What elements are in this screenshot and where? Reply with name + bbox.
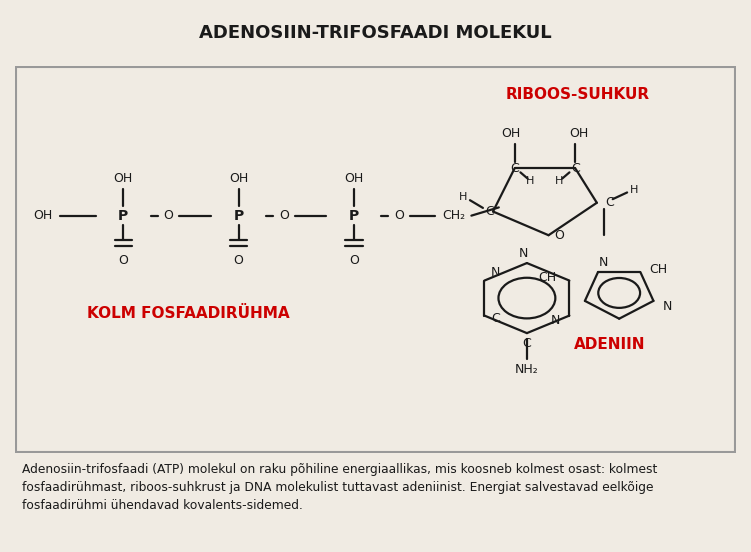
Text: OH: OH xyxy=(502,127,520,140)
Text: CH: CH xyxy=(650,263,668,276)
Text: CH₂: CH₂ xyxy=(442,209,465,222)
Text: C: C xyxy=(485,205,494,218)
Text: C: C xyxy=(510,162,519,175)
Text: N: N xyxy=(519,247,528,261)
Text: C: C xyxy=(491,312,499,325)
Text: P: P xyxy=(348,209,359,222)
Text: CH: CH xyxy=(538,272,556,284)
Text: H: H xyxy=(459,192,467,202)
Text: O: O xyxy=(349,254,359,268)
Text: C: C xyxy=(571,162,580,175)
Text: N: N xyxy=(599,256,608,269)
Text: H: H xyxy=(526,176,535,186)
Text: O: O xyxy=(554,229,564,242)
Text: O: O xyxy=(118,254,128,268)
Text: O: O xyxy=(394,209,404,222)
Text: ADENOSIIN-TRIFOSFAADI MOLEKUL: ADENOSIIN-TRIFOSFAADI MOLEKUL xyxy=(199,24,552,42)
Text: N: N xyxy=(663,300,673,312)
Text: OH: OH xyxy=(569,127,589,140)
Text: H: H xyxy=(555,176,563,186)
Text: O: O xyxy=(279,209,289,222)
Text: Adenosiin-trifosfaadi (ATP) molekul on raku põhiline energiaallikas, mis koosneb: Adenosiin-trifosfaadi (ATP) molekul on r… xyxy=(23,463,658,512)
Text: O: O xyxy=(234,254,243,268)
Text: N: N xyxy=(550,314,559,327)
Text: P: P xyxy=(234,209,243,222)
Text: O: O xyxy=(164,209,173,222)
Text: C: C xyxy=(605,197,614,209)
Text: C: C xyxy=(523,337,531,350)
Text: OH: OH xyxy=(344,172,363,185)
Text: KOLM FOSFAADIRÜHMA: KOLM FOSFAADIRÜHMA xyxy=(86,306,289,321)
Text: N: N xyxy=(490,266,500,279)
Text: ADENIIN: ADENIIN xyxy=(574,337,646,352)
Text: OH: OH xyxy=(229,172,248,185)
Text: OH: OH xyxy=(33,209,52,222)
Text: P: P xyxy=(118,209,128,222)
Text: OH: OH xyxy=(113,172,133,185)
Text: NH₂: NH₂ xyxy=(515,363,538,376)
Text: H: H xyxy=(630,185,638,195)
Text: RIBOOS-SUHKUR: RIBOOS-SUHKUR xyxy=(505,87,650,102)
